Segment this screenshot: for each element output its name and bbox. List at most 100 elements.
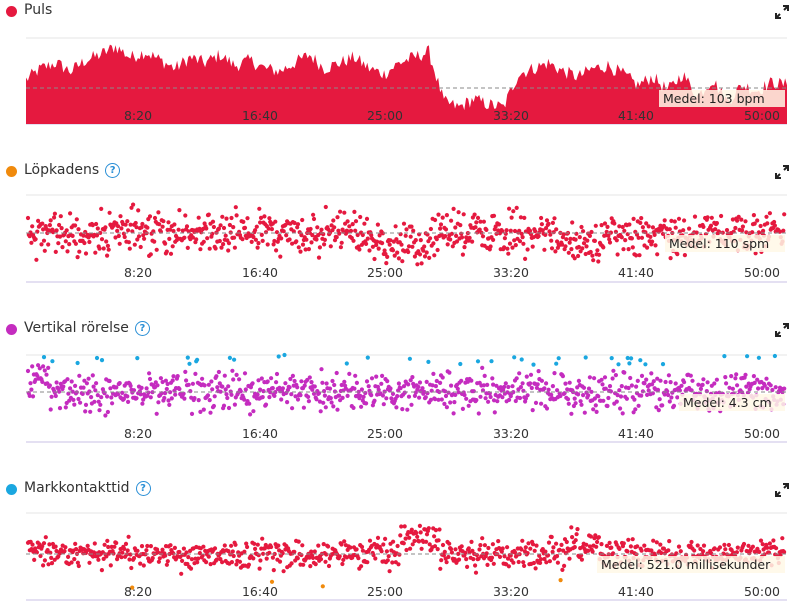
data-point [314,397,319,402]
data-point [49,394,54,399]
help-icon[interactable]: ? [105,163,121,178]
data-point [581,241,587,246]
data-point [89,395,94,400]
data-point [612,221,617,226]
data-point [517,395,523,401]
data-point [300,242,306,247]
data-point [467,235,472,240]
expand-icon[interactable] [775,5,789,19]
data-point [565,397,571,402]
data-point [547,559,553,564]
pulse-title: Puls [24,2,53,18]
data-point [163,378,168,383]
data-point [230,368,235,373]
data-point [420,386,425,391]
data-point [605,403,610,409]
expand-icon[interactable] [775,483,789,497]
data-point [661,546,667,551]
data-point [519,231,524,236]
help-icon[interactable]: ? [135,481,151,496]
data-point [322,393,327,398]
data-point [284,233,289,238]
data-point [421,248,426,253]
data-point [714,377,720,382]
data-point [168,227,173,232]
data-point [170,244,175,249]
expand-icon[interactable] [775,323,789,337]
data-point [348,545,353,550]
data-point [243,387,248,392]
data-point [116,233,121,239]
data-point [268,390,273,395]
data-point [173,392,178,397]
data-point [489,555,495,560]
expand-icon[interactable] [775,165,789,179]
data-point [310,387,315,392]
data-point [772,219,777,225]
data-point [365,560,370,565]
data-point [721,551,726,556]
data-point [292,378,297,384]
data-point [782,212,787,217]
data-point [546,540,552,545]
data-point [201,544,206,549]
data-point [587,375,593,380]
data-point [658,542,663,547]
data-point [533,229,538,234]
data-point [772,353,778,359]
help-icon[interactable]: ? [134,321,150,336]
data-point [744,384,749,389]
data-point [171,228,176,234]
data-point [649,548,654,553]
data-point [240,237,245,242]
data-point [522,563,527,568]
data-point [226,248,231,253]
data-point [650,382,655,387]
data-point [491,561,496,566]
data-point [126,240,131,245]
data-point [531,560,537,566]
data-point [376,387,381,392]
data-point [528,228,533,233]
data-point [306,247,311,252]
data-point [400,259,405,264]
data-point [669,218,674,223]
data-point [662,392,667,397]
data-point [310,555,316,560]
data-point [483,396,488,401]
data-point [395,394,400,399]
data-point [606,395,611,401]
data-point [408,234,413,239]
data-point [618,394,624,399]
data-point [372,256,377,262]
data-point [253,228,258,233]
data-point [528,381,533,386]
data-point [488,244,493,249]
data-point [364,216,370,221]
data-point [466,546,471,551]
data-point [269,376,274,381]
data-point [131,388,137,393]
data-point [110,401,115,406]
data-point [311,212,316,217]
data-point [495,399,500,404]
data-point [640,225,646,230]
data-point [708,223,714,228]
data-point [94,221,99,227]
data-point [290,406,295,411]
data-point [456,390,461,395]
data-point [68,386,73,391]
data-point [162,395,167,401]
data-point [379,549,384,554]
data-point [701,543,707,548]
data-point [523,256,528,261]
data-point [477,547,482,552]
data-point [129,565,134,571]
data-point [548,232,553,237]
data-point [38,553,43,559]
data-point [29,387,34,392]
data-point [241,219,246,224]
data-point [106,247,111,252]
data-point [316,543,321,548]
data-point [232,235,237,240]
